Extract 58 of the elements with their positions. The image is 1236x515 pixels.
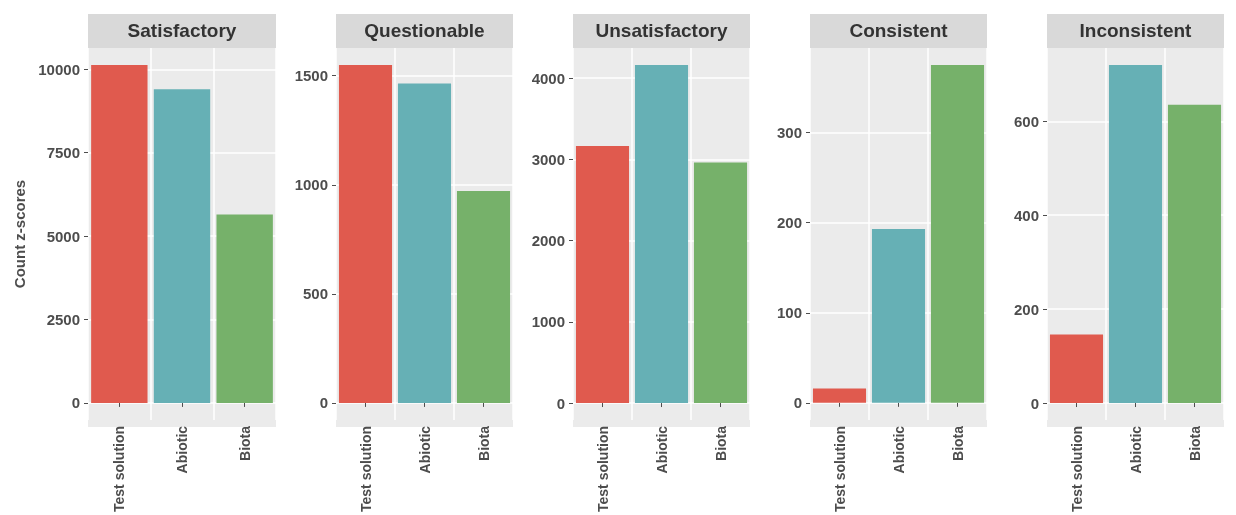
- bar: [1049, 334, 1104, 404]
- x-tick-label: Biota: [712, 425, 729, 461]
- bar: [693, 162, 748, 404]
- bar: [216, 214, 273, 403]
- y-tick-label: 600: [1013, 112, 1039, 130]
- y-tick-label: 1000: [294, 176, 328, 194]
- y-tick-label: 500: [302, 285, 328, 303]
- x-tick-label: Test solution: [594, 425, 611, 513]
- y-tick-label: 0: [71, 394, 80, 412]
- bar: [1108, 64, 1163, 404]
- x-tick-label: Test solution: [111, 425, 128, 513]
- y-tick-label: 10000: [38, 60, 80, 78]
- y-axis-title: Count z-scores: [11, 179, 29, 289]
- y-tick-label: 100: [776, 304, 802, 322]
- y-tick-label: 0: [1030, 394, 1039, 412]
- y-tick-label: 200: [776, 214, 802, 232]
- y-tick-label: 3000: [531, 150, 565, 168]
- bar: [153, 89, 211, 403]
- x-tick-label: Test solution: [357, 425, 374, 513]
- y-tick-label: 4000: [531, 69, 565, 87]
- bar: [1167, 104, 1222, 404]
- bar: [871, 229, 926, 403]
- x-tick-label: Abiotic: [416, 425, 433, 474]
- chart-title: Satisfactory: [88, 14, 276, 48]
- x-tick-label: Test solution: [1068, 425, 1085, 513]
- chart-title: Inconsistent: [1047, 14, 1224, 48]
- y-tick-label: 1000: [531, 313, 565, 331]
- y-tick-label: 0: [793, 394, 802, 412]
- x-tick-label: Biota: [475, 425, 492, 461]
- bar: [456, 190, 511, 403]
- y-tick-label: 5000: [46, 227, 80, 245]
- chart-title: Unsatisfactory: [573, 14, 750, 48]
- y-tick-label: 1500: [294, 67, 328, 85]
- bar: [397, 83, 452, 403]
- y-tick-label: 0: [556, 394, 565, 412]
- y-tick-label: 400: [1013, 206, 1039, 224]
- y-tick-label: 2500: [46, 311, 80, 329]
- x-tick-label: Biota: [949, 425, 966, 461]
- y-tick-label: 300: [776, 124, 802, 142]
- x-tick-label: Biota: [1186, 425, 1203, 461]
- chart-title: Consistent: [810, 14, 987, 48]
- y-tick-label: 2000: [531, 232, 565, 250]
- x-tick-label: Abiotic: [653, 425, 670, 474]
- chart-title: Questionable: [336, 14, 513, 48]
- bar: [930, 65, 985, 403]
- x-tick-label: Abiotic: [1127, 425, 1144, 474]
- bar: [91, 65, 148, 403]
- bar: [812, 388, 867, 403]
- bar: [338, 65, 393, 403]
- y-tick-label: 200: [1013, 300, 1039, 318]
- y-tick-label: 7500: [46, 144, 80, 162]
- x-tick-label: Test solution: [831, 425, 848, 513]
- x-tick-label: Abiotic: [174, 425, 190, 474]
- bar: [634, 64, 689, 404]
- x-tick-label: Abiotic: [890, 425, 907, 474]
- y-tick-label: 0: [319, 394, 328, 412]
- bar: [575, 145, 630, 404]
- x-tick-label: Biota: [236, 425, 253, 461]
